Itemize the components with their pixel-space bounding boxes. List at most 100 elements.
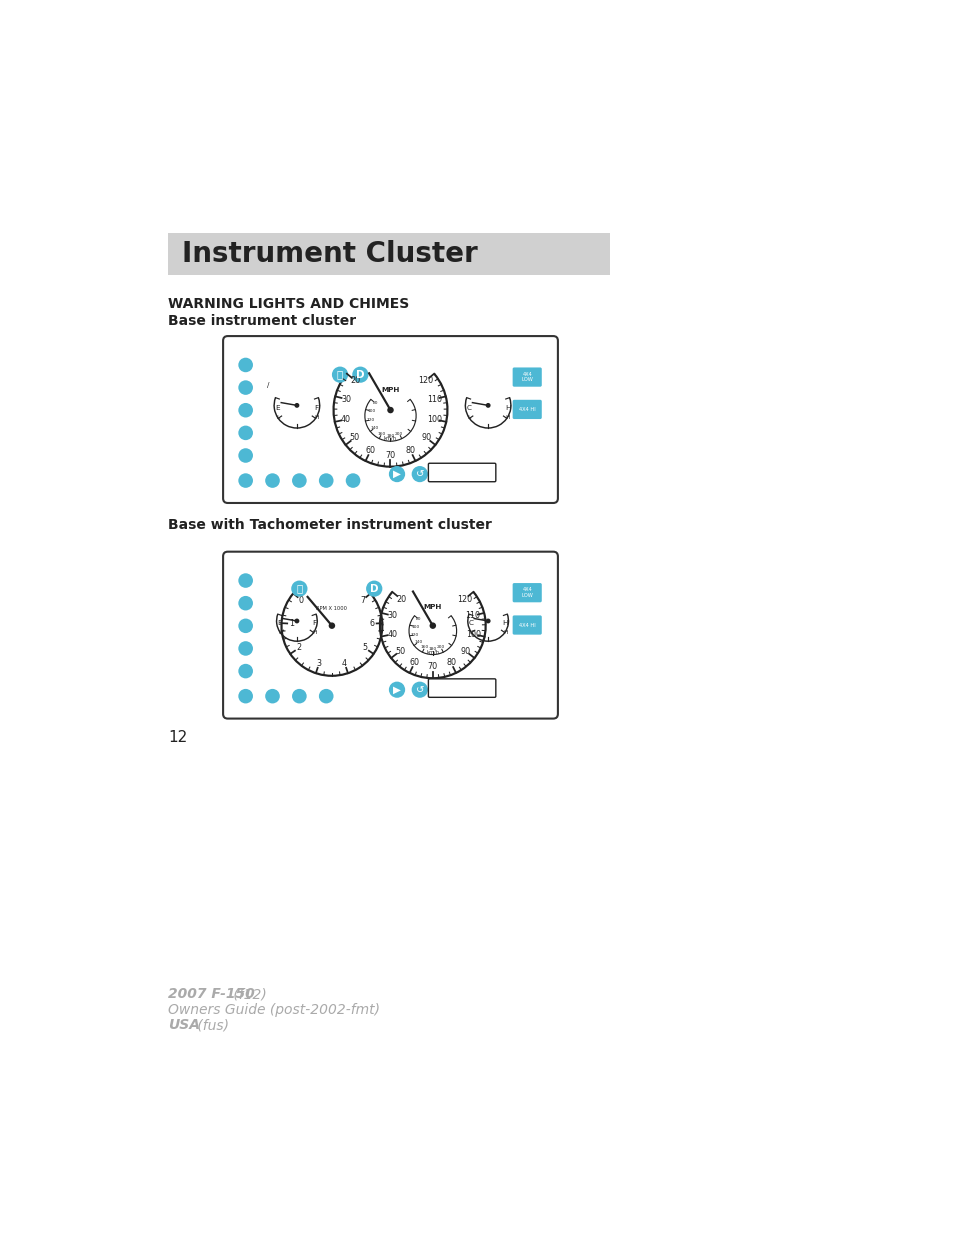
FancyBboxPatch shape <box>428 463 496 482</box>
Circle shape <box>238 641 253 656</box>
Text: km/h: km/h <box>426 650 438 655</box>
Text: MPH: MPH <box>423 604 441 610</box>
Circle shape <box>485 403 490 408</box>
Circle shape <box>387 406 394 414</box>
Text: 100: 100 <box>427 415 442 424</box>
Text: 30: 30 <box>341 395 351 404</box>
Text: 50: 50 <box>349 433 359 442</box>
Text: Base instrument cluster: Base instrument cluster <box>168 314 355 327</box>
Text: 120: 120 <box>411 632 418 637</box>
Text: 40: 40 <box>340 415 351 424</box>
Text: 4X4 HI: 4X4 HI <box>518 622 535 627</box>
Circle shape <box>238 664 253 678</box>
Text: 60: 60 <box>365 446 375 456</box>
Text: 200: 200 <box>436 645 444 650</box>
Text: H: H <box>502 620 508 626</box>
FancyBboxPatch shape <box>512 615 541 635</box>
Circle shape <box>265 689 279 704</box>
Text: 70: 70 <box>427 662 437 672</box>
Text: 140: 140 <box>414 640 422 643</box>
Circle shape <box>292 473 306 488</box>
Circle shape <box>318 689 334 704</box>
Text: 90: 90 <box>460 647 470 656</box>
Text: /: / <box>267 382 270 388</box>
Text: 80: 80 <box>446 658 456 667</box>
Circle shape <box>389 682 405 698</box>
Text: 160: 160 <box>377 431 385 436</box>
Circle shape <box>238 358 253 372</box>
Text: 80: 80 <box>416 618 421 621</box>
Text: 120: 120 <box>367 417 375 422</box>
Text: D: D <box>355 369 364 379</box>
Text: 12: 12 <box>168 730 187 745</box>
Circle shape <box>485 619 490 624</box>
Text: 100: 100 <box>465 630 480 638</box>
Text: 2007 F-150: 2007 F-150 <box>168 988 254 1002</box>
Text: L: L <box>277 630 281 635</box>
Text: H: H <box>504 405 510 411</box>
Text: MPH: MPH <box>381 388 399 393</box>
Text: 20: 20 <box>395 595 406 604</box>
Text: 180: 180 <box>428 647 436 651</box>
Text: 6: 6 <box>369 619 374 629</box>
Text: 4: 4 <box>342 658 347 668</box>
Circle shape <box>238 403 253 417</box>
Text: 4X4
LOW: 4X4 LOW <box>520 372 533 383</box>
Text: 140: 140 <box>371 426 378 430</box>
Text: 80: 80 <box>372 401 377 405</box>
Circle shape <box>238 426 253 440</box>
Text: 2: 2 <box>296 643 301 652</box>
Text: USA: USA <box>168 1019 200 1032</box>
Circle shape <box>318 473 334 488</box>
Text: 4X4 HI: 4X4 HI <box>518 406 535 412</box>
Text: 70: 70 <box>385 451 395 459</box>
Circle shape <box>352 367 368 383</box>
Circle shape <box>412 466 428 482</box>
Text: Instrument Cluster: Instrument Cluster <box>182 240 477 268</box>
Text: 120: 120 <box>417 377 433 385</box>
Circle shape <box>366 580 382 597</box>
Text: 7: 7 <box>359 595 365 605</box>
Text: 3: 3 <box>316 658 321 668</box>
Text: 4X4
LOW: 4X4 LOW <box>520 588 533 598</box>
Text: Base with Tachometer instrument cluster: Base with Tachometer instrument cluster <box>168 517 492 532</box>
FancyBboxPatch shape <box>428 679 496 698</box>
Text: 60: 60 <box>409 658 419 667</box>
Text: 90: 90 <box>421 433 431 442</box>
Text: L: L <box>275 415 279 420</box>
Circle shape <box>265 473 279 488</box>
FancyBboxPatch shape <box>223 552 558 719</box>
Text: 30: 30 <box>387 611 397 620</box>
Text: ⛈: ⛈ <box>336 369 343 379</box>
Text: 180: 180 <box>386 433 395 437</box>
Text: C: C <box>466 405 471 411</box>
Text: WARNING LIGHTS AND CHIMES: WARNING LIGHTS AND CHIMES <box>168 296 409 311</box>
Text: 50: 50 <box>395 647 405 656</box>
FancyBboxPatch shape <box>168 233 609 275</box>
Text: 110: 110 <box>427 395 442 404</box>
Text: 5: 5 <box>362 643 367 652</box>
Text: 100: 100 <box>411 625 419 629</box>
Circle shape <box>429 622 436 629</box>
Circle shape <box>238 619 253 634</box>
Text: 110: 110 <box>465 611 480 620</box>
Text: ▶: ▶ <box>393 684 400 695</box>
Circle shape <box>291 580 307 597</box>
Circle shape <box>294 619 299 624</box>
Circle shape <box>238 573 253 588</box>
Circle shape <box>389 466 405 482</box>
Text: RPM X 1000: RPM X 1000 <box>316 605 347 610</box>
Text: 120: 120 <box>456 595 472 604</box>
Text: ↺: ↺ <box>416 684 424 695</box>
Text: F: F <box>312 620 316 626</box>
Circle shape <box>238 380 253 395</box>
Text: ⛈: ⛈ <box>296 584 302 594</box>
Text: H: H <box>312 630 316 635</box>
Circle shape <box>238 689 253 704</box>
Text: 80: 80 <box>405 446 416 456</box>
Text: L: L <box>467 415 470 420</box>
Text: 20: 20 <box>350 377 360 385</box>
Circle shape <box>294 403 299 408</box>
FancyBboxPatch shape <box>223 336 558 503</box>
Text: D: D <box>370 584 378 594</box>
